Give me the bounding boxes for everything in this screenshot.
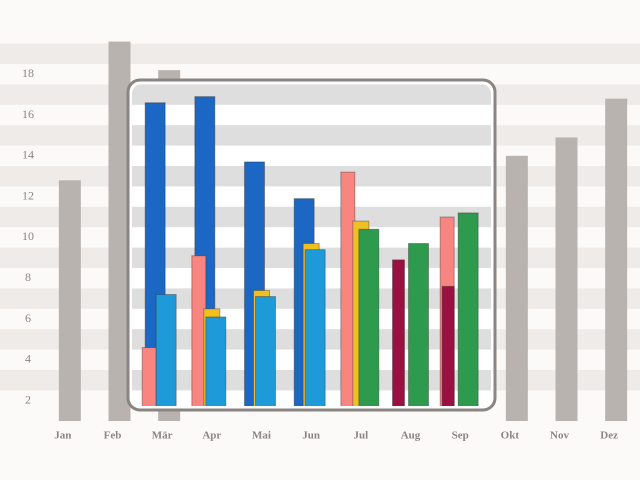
x-tick-label: Dez [600,430,618,442]
bar [441,285,455,406]
y-tick-label: 10 [22,229,34,243]
labels: 2 4 6 8 10 12 14 16 18 Jan Feb Mär Apr Mai Jun Jul Aug Se… [22,66,618,442]
bar [304,249,326,406]
y-tick-label: 6 [25,311,31,325]
x-tick-label: Jul [353,430,368,442]
bar [505,155,528,422]
y-tick-label: 14 [22,148,34,162]
x-tick-label: Aug [401,430,421,442]
bar [155,294,177,406]
bar [457,212,479,406]
y-tick-label: 2 [25,392,31,406]
x-tick-label: Jun [302,430,320,442]
bar [555,137,578,421]
back-bars [58,41,628,422]
bar [108,41,131,422]
x-tick-label: Okt [501,430,520,442]
x-tick-label: Mär [152,430,173,442]
bar [58,180,81,421]
x-tick-label: Sep [452,430,469,442]
y-tick-label: 18 [22,66,34,80]
bar [605,98,628,422]
x-tick-label: Apr [202,430,221,442]
x-tick-label: Mai [252,430,271,442]
y-tick-label: 8 [25,270,31,284]
bar [392,259,405,406]
bar [408,243,429,406]
y-tick-label: 12 [22,188,34,202]
grid-band [132,84,491,105]
y-tick-label: 4 [25,352,31,366]
grid-band [132,166,491,187]
x-tick-label: Jan [54,430,71,442]
grid-band [132,125,491,146]
bar [255,296,276,406]
x-tick-label: Feb [104,430,122,442]
y-tick-label: 16 [22,107,34,121]
front-bars [132,84,491,406]
bar [358,228,380,406]
x-tick-label: Nov [550,430,569,442]
bar [205,316,227,406]
grid-band [0,43,640,64]
